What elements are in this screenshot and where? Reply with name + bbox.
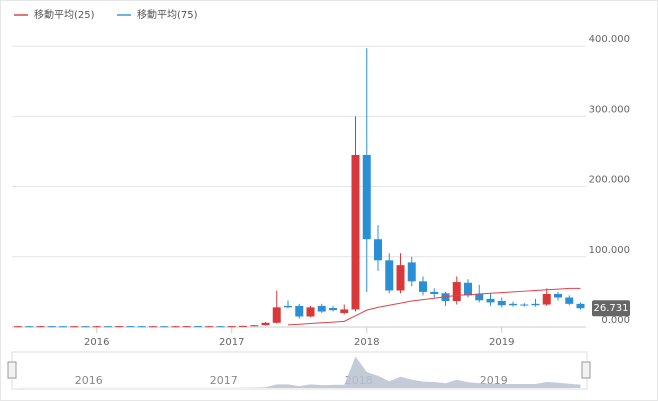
candle-body — [295, 305, 304, 317]
candle-body — [261, 322, 270, 326]
candle-body — [340, 309, 349, 313]
navigator-area — [18, 356, 581, 388]
candle-body — [227, 326, 236, 328]
legend-label: 移動平均(75) — [137, 8, 198, 21]
candle-body — [171, 326, 180, 328]
candle-body — [351, 154, 360, 310]
moving-average-line — [287, 287, 581, 326]
candle-body — [531, 303, 540, 306]
navigator-handle[interactable] — [581, 361, 591, 379]
candle-body — [25, 326, 34, 328]
candle-body — [81, 326, 90, 328]
candle-body — [542, 293, 551, 305]
candle-body — [47, 326, 56, 328]
candle-body — [486, 298, 495, 303]
y-tick-label: 200.000 — [589, 175, 630, 186]
candle-body — [36, 326, 45, 328]
y-tick-label: 300.000 — [589, 104, 630, 115]
candle-body — [576, 303, 585, 309]
x-tick-label: 2017 — [219, 337, 244, 348]
candle-body — [452, 282, 461, 302]
candle-body — [250, 325, 259, 327]
candle-body — [205, 326, 214, 328]
candle-body — [520, 304, 529, 306]
y-tick-label: 100.000 — [589, 245, 630, 256]
candle-body — [475, 293, 484, 301]
y-tick-label: 0.000 — [601, 315, 630, 326]
last-value-box — [592, 300, 630, 317]
last-value-label: 26.731 — [594, 303, 629, 314]
candle-body — [509, 303, 517, 306]
candle-body — [419, 281, 427, 292]
candle-body — [284, 305, 292, 308]
candle-body — [92, 326, 101, 328]
candle-body — [554, 293, 562, 298]
navigator-label: 2016 — [75, 374, 103, 387]
candle-body — [70, 326, 79, 328]
legend: 移動平均(25) 移動平均(75) — [14, 8, 198, 21]
candle-body — [306, 307, 315, 317]
candle-body — [194, 326, 202, 328]
candle-body — [115, 326, 124, 328]
candle-body — [216, 326, 225, 328]
candle-body — [104, 326, 112, 328]
candle-body — [329, 308, 337, 311]
candle-body — [239, 325, 247, 327]
navigator-handle[interactable] — [7, 361, 17, 379]
candle-body — [182, 326, 191, 328]
x-tick-label: 2019 — [489, 337, 514, 348]
candle-body — [385, 260, 394, 291]
candle-body — [149, 326, 157, 328]
candle-body — [362, 154, 371, 240]
candle-body — [396, 265, 405, 291]
candle-body — [430, 291, 439, 294]
navigator-label: 2017 — [210, 374, 238, 387]
candle-body — [137, 326, 146, 328]
candle-body — [565, 297, 574, 304]
candle-body — [407, 262, 416, 282]
candle-body — [374, 239, 382, 261]
candle-body — [272, 307, 281, 323]
candle-body — [497, 301, 506, 306]
x-tick-label: 2016 — [84, 337, 109, 348]
candle-body — [59, 326, 67, 328]
x-tick-label: 2018 — [354, 337, 379, 348]
candle-body — [317, 305, 326, 312]
candle-body — [126, 326, 135, 328]
legend-label: 移動平均(25) — [34, 8, 95, 21]
candle-body — [14, 326, 22, 328]
candle-body — [464, 282, 472, 296]
y-tick-label: 400.000 — [589, 34, 630, 45]
candle-body — [160, 326, 169, 328]
